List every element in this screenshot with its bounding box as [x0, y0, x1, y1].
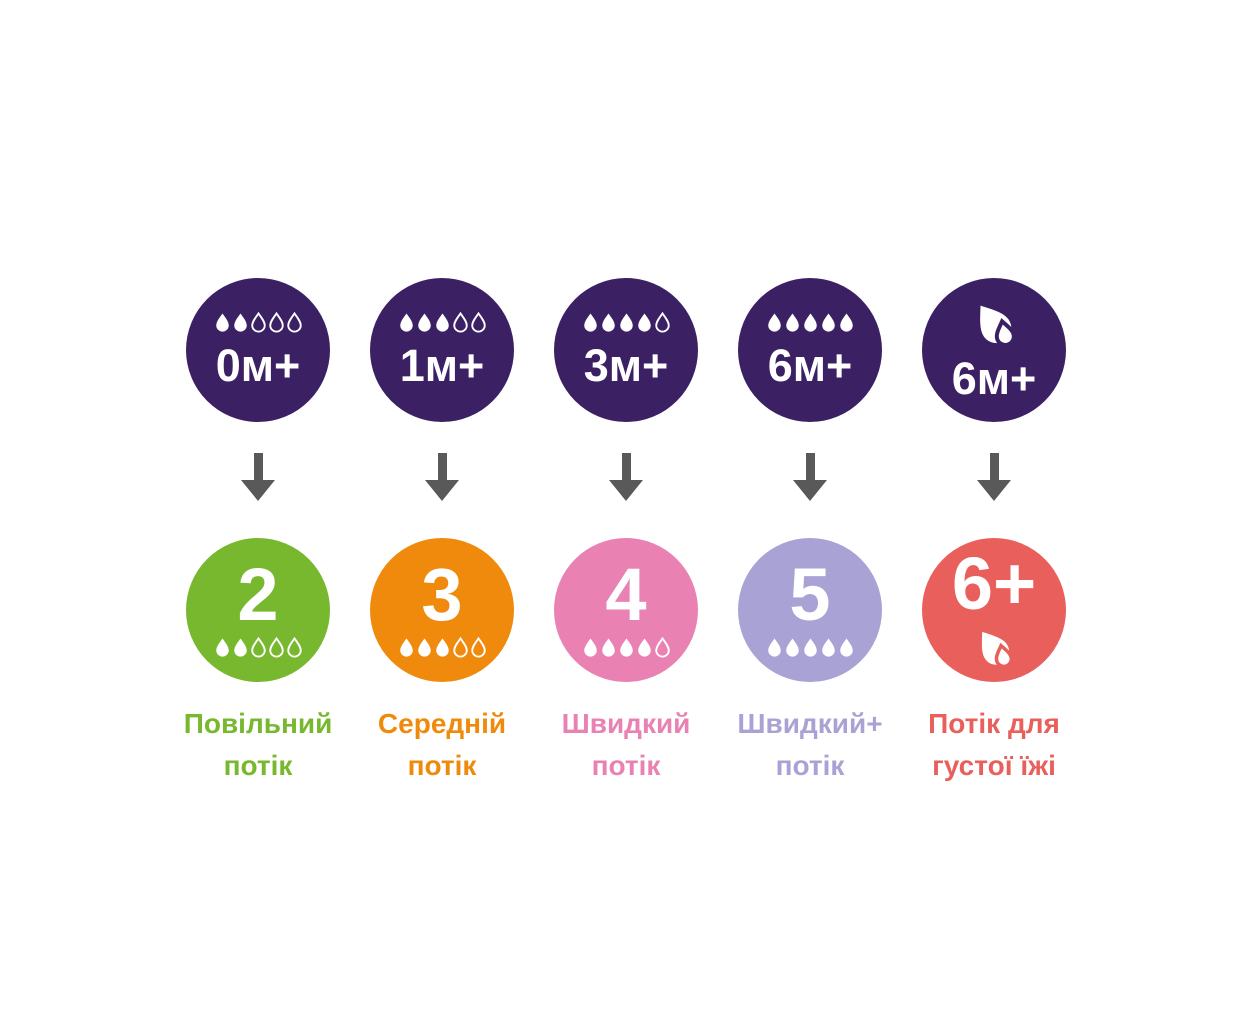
- droplet-scale-icon: [583, 312, 670, 333]
- flow-label-line2: потік: [775, 750, 845, 781]
- flow-label: Швидкий потік: [562, 703, 691, 787]
- column-fast-flow: 3м+ 4 Швидкий потік: [534, 278, 718, 787]
- nipple-circle: 4: [554, 538, 698, 682]
- column-thick-feed-flow: 6м+ 6+ Потік для густої їжі: [902, 278, 1086, 787]
- droplet-scale-icon: [767, 312, 854, 333]
- droplet-scale-icon: [767, 637, 854, 658]
- column-fast-plus-flow: 6м+ 5 Швидкий+ потік: [718, 278, 902, 787]
- flow-label-line2: потік: [223, 750, 293, 781]
- columns-row: 0м+ 2 Повільний потік 1м+: [166, 278, 1086, 787]
- droplet-scale-icon: [399, 636, 486, 658]
- age-label: 1м+: [399, 340, 485, 391]
- droplet-scale-icon: [399, 312, 486, 333]
- nipple-circle: 2: [186, 538, 330, 682]
- droplet-scale-icon: [583, 636, 670, 658]
- age-circle: 1м+: [370, 278, 514, 422]
- arrow-stem: [621, 453, 631, 480]
- flow-label: Повільний потік: [184, 703, 333, 787]
- arrow-stem: [989, 453, 999, 480]
- down-arrow-icon: [609, 453, 643, 501]
- down-arrow-icon: [241, 453, 275, 501]
- nipple-number: 5: [789, 553, 831, 637]
- age-circle: 6м+: [922, 278, 1066, 422]
- flow-label-line2: потік: [591, 750, 661, 781]
- arrow-head: [793, 480, 827, 501]
- nipple-circle: 3: [370, 538, 514, 682]
- flow-label-line1: Швидкий: [561, 708, 691, 739]
- flow-label-line1: Повільний: [183, 708, 333, 739]
- age-label: 3м+: [583, 340, 669, 391]
- thick-feed-droplet-icon: [980, 305, 1016, 347]
- nipple-number: 3: [421, 553, 463, 637]
- column-slow-flow: 0м+ 2 Повільний потік: [166, 278, 350, 787]
- age-label: 6м+: [951, 352, 1037, 404]
- arrow-stem: [805, 453, 815, 480]
- age-label: 6м+: [767, 340, 853, 391]
- flow-label: Середній потік: [378, 703, 506, 787]
- flow-label-line1: Потік для: [928, 708, 1060, 739]
- arrow-head: [241, 480, 275, 501]
- nipple-number: 4: [605, 553, 647, 637]
- flow-label: Потік для густої їжі: [928, 703, 1060, 787]
- flow-label: Швидкий+ потік: [737, 703, 882, 787]
- flow-label-line2: потік: [407, 750, 477, 781]
- thick-feed-droplet-icon: [981, 632, 1014, 669]
- flow-label-line2: густої їжі: [932, 750, 1056, 781]
- nipple-number: 6+: [951, 541, 1037, 625]
- age-circle: 6м+: [738, 278, 882, 422]
- down-arrow-icon: [793, 453, 827, 501]
- arrow-stem: [253, 453, 263, 480]
- arrow-head: [425, 480, 459, 501]
- age-circle: 3м+: [554, 278, 698, 422]
- arrow-head: [977, 480, 1011, 501]
- arrow-stem: [437, 453, 447, 480]
- down-arrow-icon: [425, 453, 459, 501]
- age-circle: 0м+: [186, 278, 330, 422]
- nipple-number: 2: [237, 553, 279, 637]
- arrow-head: [609, 480, 643, 501]
- age-label: 0м+: [215, 340, 301, 391]
- nipple-circle: 5: [738, 538, 882, 682]
- droplet-scale-icon: [215, 312, 302, 333]
- nipple-circle: 6+: [922, 538, 1066, 682]
- down-arrow-icon: [977, 453, 1011, 501]
- flow-label-line1: Швидкий+: [737, 708, 883, 739]
- flow-label-line1: Середній: [377, 708, 507, 739]
- column-medium-flow: 1м+ 3 Середній потік: [350, 278, 534, 787]
- droplet-scale-icon: [215, 636, 302, 658]
